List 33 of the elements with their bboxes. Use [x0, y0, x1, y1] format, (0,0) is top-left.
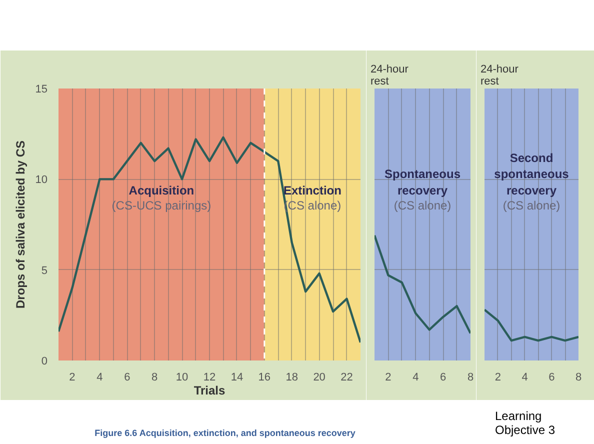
- chart-title: 24-hour rest: [480, 64, 519, 88]
- x-tick-label: 4: [96, 372, 103, 384]
- band-label: Second spontaneous recovery (CS alone): [494, 151, 570, 212]
- x-tick-label: 6: [548, 372, 555, 384]
- x-tick-label: 4: [522, 372, 528, 384]
- x-tick-label: 20: [313, 372, 326, 384]
- y-tick-label: 5: [41, 264, 48, 277]
- x-tick-label: 6: [440, 372, 446, 384]
- x-tick-label: 10: [176, 372, 188, 384]
- x-tick-label: 8: [152, 372, 158, 384]
- x-tick-label: 2: [69, 372, 76, 384]
- y-axis-title: Drops of saliva elicited by CS: [13, 140, 28, 309]
- x-axis-title: Trials: [194, 384, 226, 398]
- x-tick-label: 2: [385, 372, 392, 384]
- x-tick-label: 8: [467, 372, 474, 384]
- x-tick-label: 18: [286, 372, 298, 384]
- x-tick-label: 22: [340, 372, 353, 384]
- chart-title: 24-hour rest: [370, 64, 409, 88]
- band-label: Spontaneous recovery (CS alone): [384, 167, 461, 212]
- caption: Figure 6.6 Acquisition, extinction, and spontaneous recovery: [94, 427, 356, 440]
- x-tick-label: 16: [258, 372, 271, 384]
- y-tick-label: 0: [41, 356, 48, 368]
- x-tick-label: 2: [494, 372, 501, 384]
- band-label: Acquisition (CS-UCS pairings): [112, 183, 212, 212]
- x-tick-label: 6: [124, 372, 130, 384]
- line-series: [58, 136, 360, 344]
- y-tick-label: 10: [35, 174, 48, 186]
- y-tick-label: 15: [35, 84, 48, 96]
- x-tick-label: 12: [203, 372, 216, 384]
- x-tick-label: 4: [412, 372, 419, 384]
- x-tick-label: 14: [230, 372, 244, 384]
- text: Learning Objective 3: [494, 408, 556, 438]
- x-tick-label: 8: [575, 372, 582, 384]
